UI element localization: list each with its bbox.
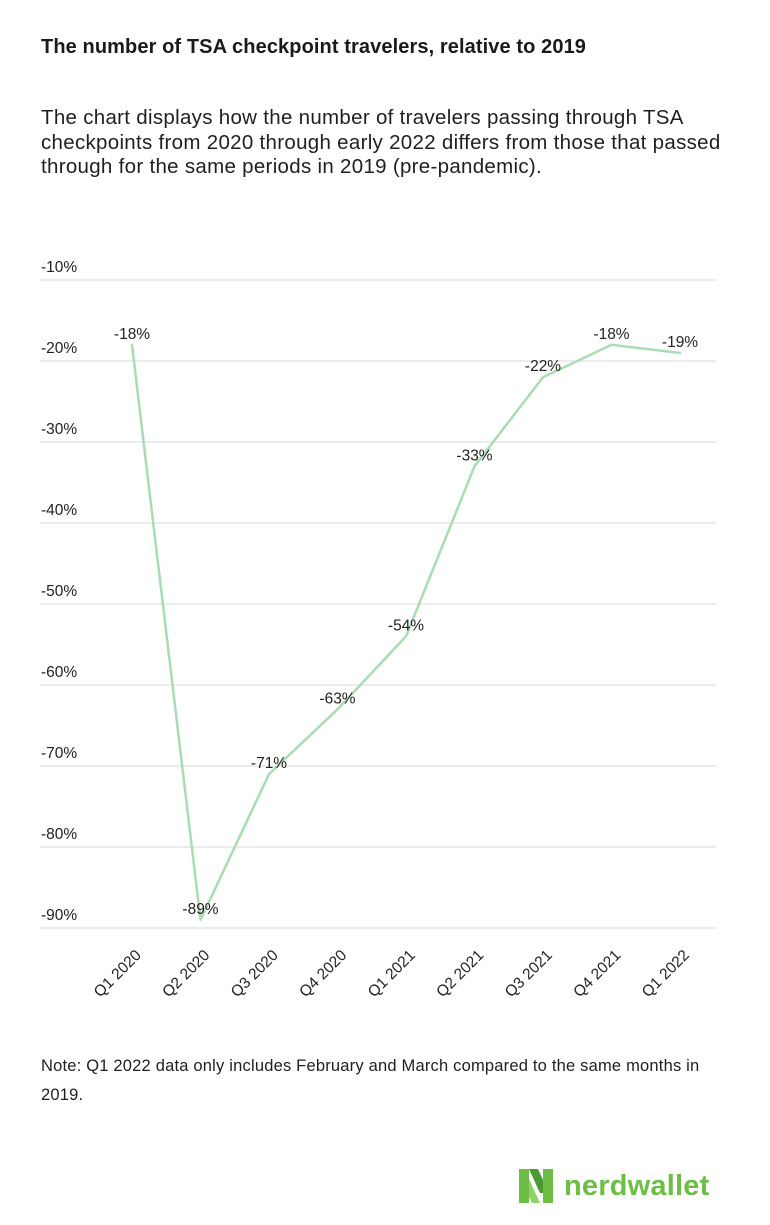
data-label: -18% xyxy=(593,326,629,343)
data-label: -33% xyxy=(456,447,492,464)
line-chart: -10% -20% -30% -40% -50% -60% -70% -80% -90% Q1 … xyxy=(40,259,716,1001)
x-tick-label: Q4 2021 xyxy=(570,947,624,1001)
x-tick-label: Q4 2020 xyxy=(296,947,350,1001)
data-label: -22% xyxy=(525,358,561,375)
y-tick-label: -10% xyxy=(41,259,77,276)
y-axis-tick-labels: -10% -20% -30% -40% -50% -60% -70% -80% -90% xyxy=(41,259,77,924)
data-label: -18% xyxy=(114,326,150,343)
y-tick-label: -50% xyxy=(41,583,77,600)
x-tick-label: Q1 2022 xyxy=(639,947,693,1001)
y-tick-label: -30% xyxy=(41,421,77,438)
y-tick-label: -80% xyxy=(41,826,77,843)
y-tick-label: -20% xyxy=(41,340,77,357)
x-tick-label: Q1 2021 xyxy=(365,947,419,1001)
data-label: -71% xyxy=(251,755,287,772)
chart-title: The number of TSA checkpoint travelers, … xyxy=(41,36,587,58)
y-tick-label: -90% xyxy=(41,907,77,924)
nerdwallet-logo-text: nerdwallet xyxy=(564,1169,710,1202)
y-tick-label: -40% xyxy=(41,502,77,519)
x-tick-label: Q3 2021 xyxy=(502,947,556,1001)
chart-subtitle: The chart displays how the number of tra… xyxy=(41,106,721,178)
data-label: -89% xyxy=(182,901,218,918)
data-label: -63% xyxy=(319,690,355,707)
x-tick-label: Q1 2020 xyxy=(91,947,145,1001)
series-line xyxy=(130,343,682,922)
x-tick-label: Q2 2021 xyxy=(433,947,487,1001)
nerdwallet-logo-icon xyxy=(519,1169,553,1203)
series-line-group xyxy=(130,343,682,922)
data-labels: -18% -89% -71% -63% -54% -33% -22% -18% -19% xyxy=(114,326,698,918)
data-label: -19% xyxy=(662,334,698,351)
data-label: -54% xyxy=(388,617,424,634)
nerdwallet-logo: nerdwallet xyxy=(519,1166,709,1206)
grid-lines xyxy=(40,279,716,929)
x-tick-label: Q2 2020 xyxy=(159,947,213,1001)
y-tick-label: -70% xyxy=(41,745,77,762)
chart-note: Note: Q1 2022 data only includes Februar… xyxy=(41,1057,700,1104)
x-axis-tick-labels: Q1 2020 Q2 2020 Q3 2020 Q4 2020 Q1 2021 Q2 20… xyxy=(91,947,693,1001)
x-tick-label: Q3 2020 xyxy=(228,947,282,1001)
y-tick-label: -60% xyxy=(41,664,77,681)
